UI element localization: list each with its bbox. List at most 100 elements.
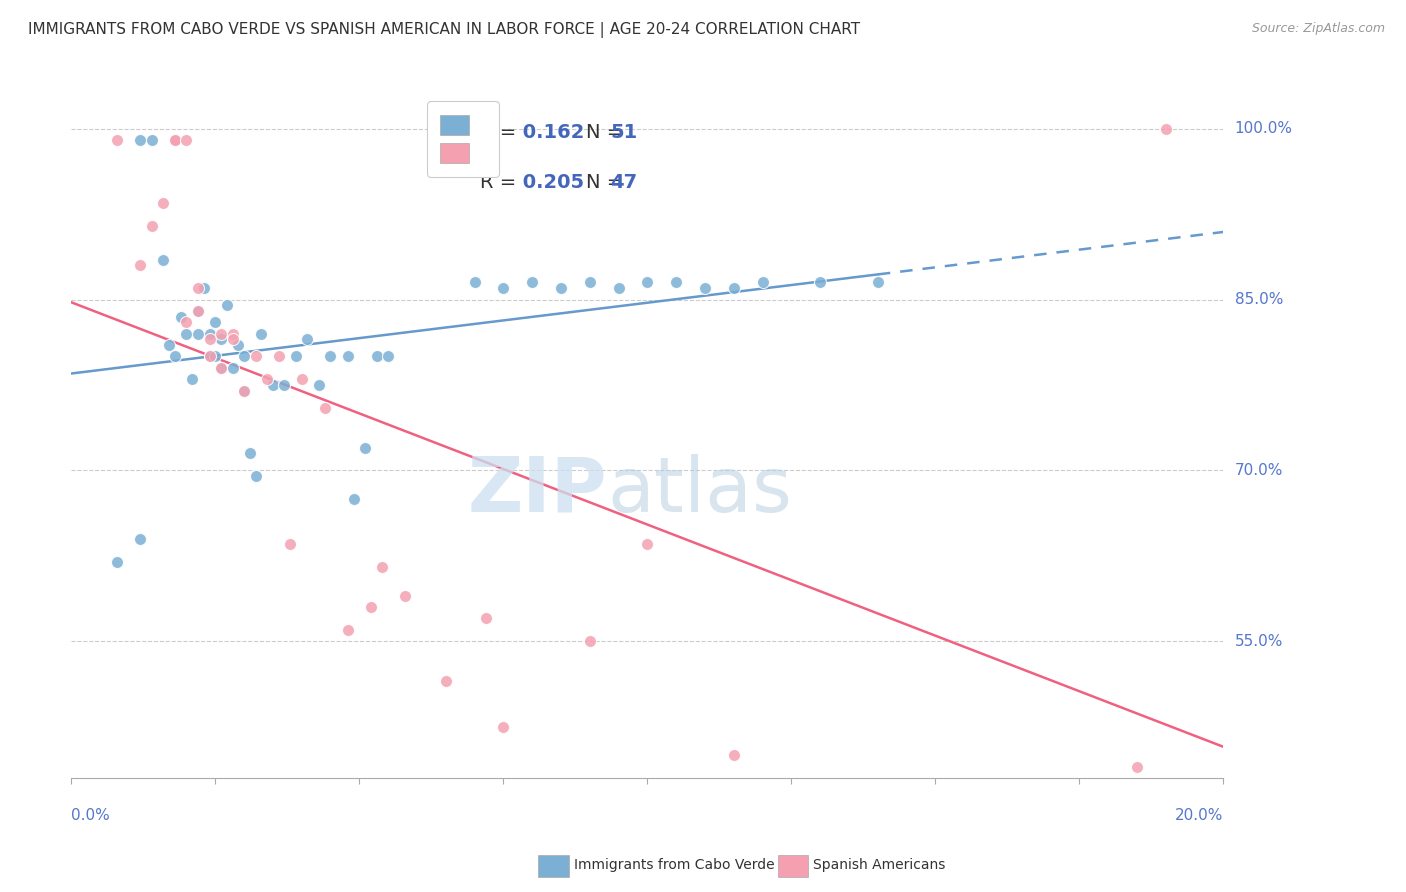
Point (198, 350, 221, 364)
Point (221, 326, 243, 341)
Point (176, 315, 198, 329)
Point (198, 333, 221, 347)
Point (152, 252, 174, 267)
Point (198, 350, 221, 364)
Text: 55.0%: 55.0% (1234, 633, 1282, 648)
Point (284, 350, 307, 364)
Point (198, 326, 221, 341)
Point (221, 333, 243, 347)
Point (141, 219, 163, 233)
Point (377, 350, 399, 364)
Text: Spanish Americans: Spanish Americans (813, 858, 945, 872)
Point (297, 333, 319, 347)
Point (354, 441, 377, 455)
Text: 51: 51 (610, 123, 638, 142)
Point (278, 537, 301, 551)
Point (665, 276, 688, 290)
Point (152, 195, 174, 210)
Point (1154, 121, 1177, 136)
Text: Immigrants from Cabo Verde: Immigrants from Cabo Verde (574, 858, 775, 872)
Point (308, 378, 330, 392)
Point (233, 350, 256, 364)
Point (129, 532, 152, 546)
Point (226, 338, 249, 352)
Point (209, 326, 232, 341)
Text: 20.0%: 20.0% (1175, 808, 1223, 823)
Point (129, 259, 152, 273)
Point (314, 401, 336, 415)
Point (636, 276, 658, 290)
Point (693, 281, 716, 295)
Point (336, 350, 359, 364)
Text: Source: ZipAtlas.com: Source: ZipAtlas.com (1251, 22, 1385, 36)
Point (1126, 759, 1149, 773)
Point (187, 326, 209, 341)
Point (239, 446, 262, 460)
Point (723, 748, 745, 763)
Point (204, 315, 226, 329)
Text: IMMIGRANTS FROM CABO VERDE VS SPANISH AMERICAN IN LABOR FORCE | AGE 20-24 CORREL: IMMIGRANTS FROM CABO VERDE VS SPANISH AM… (28, 22, 860, 38)
Text: 85.0%: 85.0% (1234, 292, 1282, 307)
Point (209, 360, 232, 375)
Point (336, 623, 359, 637)
Point (492, 281, 515, 295)
Point (342, 491, 364, 506)
Text: atlas: atlas (607, 454, 792, 528)
Text: N =: N = (561, 123, 630, 142)
Point (245, 350, 267, 364)
Point (463, 276, 485, 290)
Point (434, 674, 457, 689)
Point (366, 350, 388, 364)
Point (360, 600, 382, 615)
Point (267, 350, 290, 364)
Point (163, 350, 186, 364)
Point (550, 281, 572, 295)
Point (578, 276, 600, 290)
Point (105, 133, 128, 147)
Point (723, 281, 745, 295)
Point (808, 276, 831, 290)
Point (475, 611, 498, 625)
Point (209, 360, 232, 375)
Text: 0.0%: 0.0% (72, 808, 110, 823)
Point (176, 326, 198, 341)
Text: 70.0%: 70.0% (1234, 463, 1282, 478)
Point (170, 310, 193, 324)
Text: 0.162: 0.162 (516, 123, 585, 142)
Text: 100.0%: 100.0% (1234, 121, 1292, 136)
Point (319, 350, 342, 364)
Point (520, 276, 543, 290)
Text: R =: R = (481, 173, 523, 193)
Point (163, 133, 186, 147)
Point (636, 537, 658, 551)
Point (187, 304, 209, 318)
Point (492, 720, 515, 734)
Point (394, 589, 416, 603)
Text: 0.205: 0.205 (516, 173, 583, 193)
Point (233, 384, 256, 398)
Point (250, 326, 273, 341)
Point (233, 384, 256, 398)
Text: N =: N = (561, 173, 630, 193)
Point (256, 372, 278, 386)
Point (163, 133, 186, 147)
Legend: , : , (426, 101, 499, 178)
Point (204, 350, 226, 364)
Point (187, 304, 209, 318)
Point (371, 560, 394, 574)
Point (176, 133, 198, 147)
Point (273, 378, 295, 392)
Point (105, 555, 128, 569)
Point (181, 372, 204, 386)
Point (221, 360, 243, 375)
Text: 47: 47 (610, 173, 637, 193)
Point (578, 634, 600, 648)
Point (866, 276, 889, 290)
Point (215, 298, 238, 312)
Text: R =: R = (481, 123, 523, 142)
Point (245, 469, 267, 483)
Point (209, 333, 232, 347)
Point (751, 276, 773, 290)
Point (141, 133, 163, 147)
Text: ZIP: ZIP (468, 454, 607, 528)
